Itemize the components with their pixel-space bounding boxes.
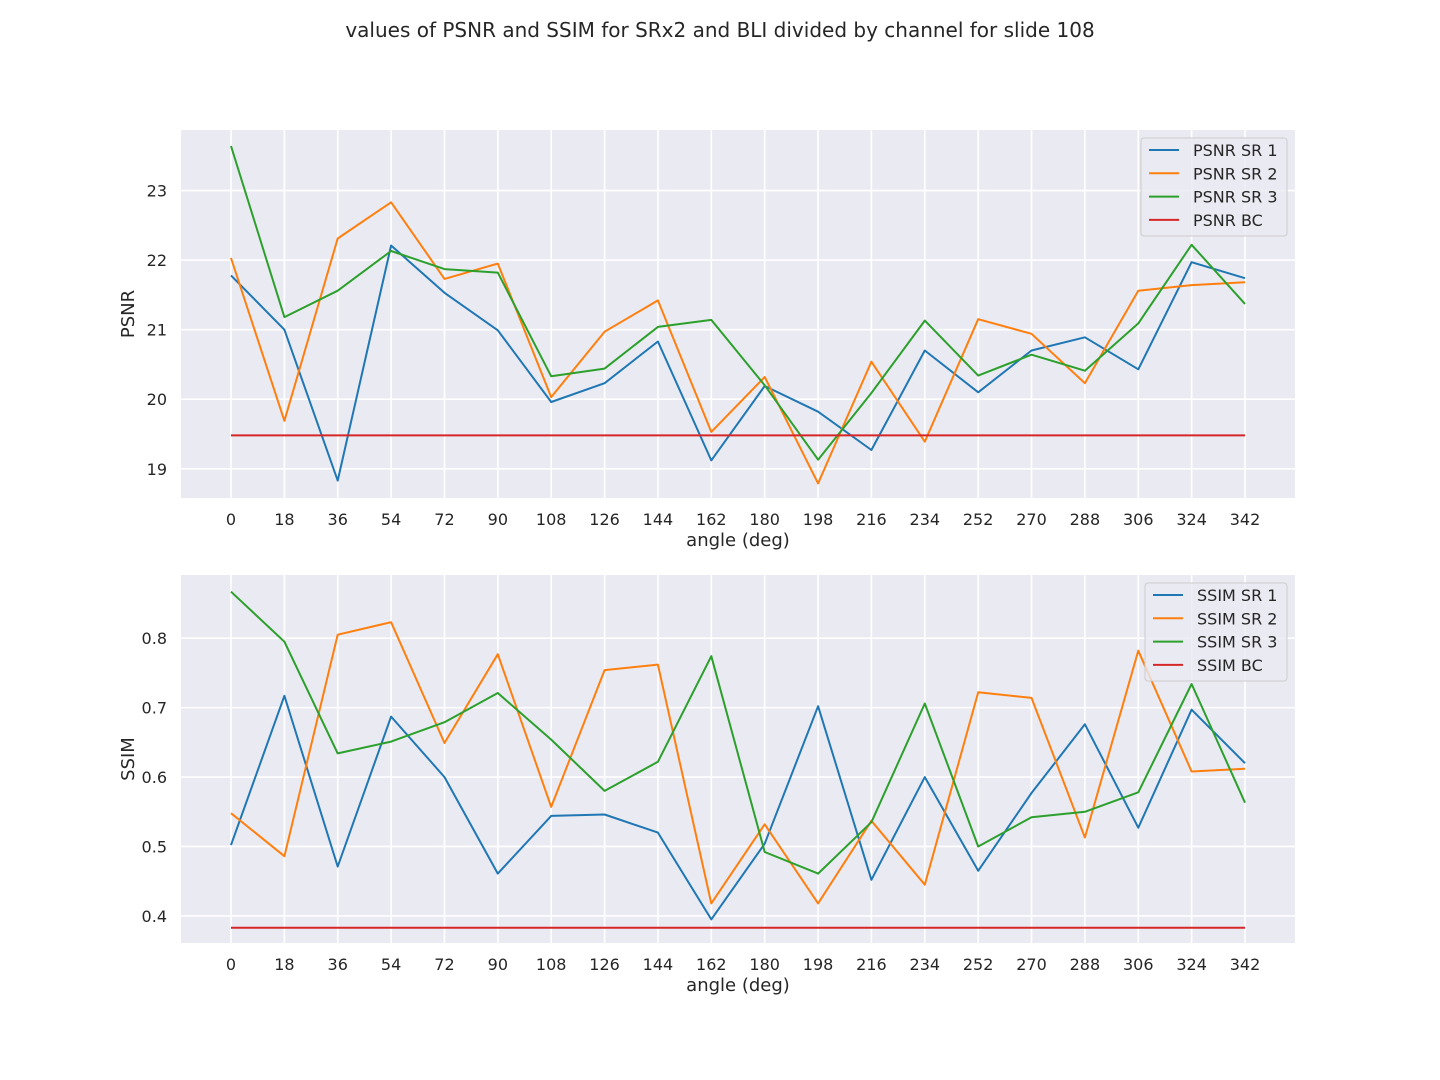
x-tick-label: 144	[643, 955, 674, 974]
y-tick-label: 0.6	[142, 768, 167, 787]
y-axis-label: PSNR	[118, 290, 139, 338]
series-line	[230, 590, 1246, 875]
x-tick-label: 144	[643, 510, 674, 529]
x-tick-label: 324	[1176, 510, 1207, 529]
x-tick-label: 0	[226, 955, 236, 974]
x-tick-label: 162	[696, 955, 727, 974]
y-axis-label: SSIM	[118, 737, 139, 781]
legend-label: PSNR BC	[1193, 211, 1263, 230]
y-tick-label: 19	[147, 460, 167, 479]
x-tick-label: 126	[589, 510, 620, 529]
x-tick-label: 54	[381, 955, 401, 974]
y-tick-label: 23	[147, 182, 167, 201]
x-tick-label: 198	[803, 955, 834, 974]
x-tick-label: 270	[1016, 955, 1047, 974]
legend-box	[1140, 137, 1288, 237]
y-tick-label: 22	[147, 251, 167, 270]
x-tick-label: 180	[749, 510, 780, 529]
plot-area	[181, 575, 1295, 943]
y-tick-label: 20	[147, 390, 167, 409]
y-tick-label: 0.7	[142, 699, 167, 718]
x-tick-label: 90	[488, 510, 508, 529]
x-tick-label: 198	[803, 510, 834, 529]
y-tick-label: 21	[147, 321, 167, 340]
figure-title: values of PSNR and SSIM for SRx2 and BLI…	[345, 18, 1095, 42]
legend-label: PSNR SR 2	[1193, 164, 1278, 183]
chart-panel-1: 0 18 36 54 72 90 108 126 144 162 180 198 216 234 252 27…	[118, 130, 1295, 551]
legend-label: SSIM SR 3	[1197, 633, 1277, 652]
x-tick-label: 288	[1070, 510, 1101, 529]
legend-label: PSNR SR 3	[1193, 188, 1278, 207]
legend-label: SSIM BC	[1197, 656, 1263, 675]
x-tick-label: 342	[1230, 955, 1261, 974]
legend-box	[1144, 582, 1288, 682]
x-tick-label: 0	[226, 510, 236, 529]
x-tick-label: 36	[328, 955, 348, 974]
x-tick-label: 108	[536, 955, 567, 974]
y-tick-label: 0.4	[142, 907, 167, 926]
y-tick-label: 0.5	[142, 837, 167, 856]
legend-label: SSIM SR 2	[1197, 609, 1277, 628]
x-tick-label: 126	[589, 955, 620, 974]
x-tick-label: 90	[488, 955, 508, 974]
x-tick-label: 288	[1070, 955, 1101, 974]
x-tick-label: 36	[328, 510, 348, 529]
x-tick-label: 180	[749, 955, 780, 974]
x-axis-label: angle (deg)	[686, 530, 790, 551]
x-tick-label: 342	[1230, 510, 1261, 529]
x-tick-label: 270	[1016, 510, 1047, 529]
x-tick-label: 306	[1123, 510, 1154, 529]
x-tick-label: 252	[963, 510, 994, 529]
x-axis-label: angle (deg)	[686, 975, 790, 996]
x-tick-label: 324	[1176, 955, 1207, 974]
x-tick-label: 306	[1123, 955, 1154, 974]
y-tick-label: 0.8	[142, 629, 167, 648]
x-tick-label: 72	[434, 510, 454, 529]
x-tick-label: 72	[434, 955, 454, 974]
legend-label: PSNR SR 1	[1193, 141, 1278, 160]
x-tick-label: 54	[381, 510, 401, 529]
chart-panel-2: 0 18 36 54 72 90 108 126 144 162 180 198 216 234 252 27…	[118, 575, 1295, 996]
plot-area	[181, 130, 1295, 498]
legend: PSNR SR 1 PSNR SR 2 PSNR SR 3 PSNR BC	[1140, 137, 1288, 237]
series-line	[230, 201, 1246, 485]
x-tick-label: 216	[856, 510, 887, 529]
x-tick-label: 108	[536, 510, 567, 529]
series-line	[230, 621, 1246, 905]
x-tick-label: 18	[274, 510, 294, 529]
x-tick-label: 234	[910, 955, 941, 974]
x-tick-label: 216	[856, 955, 887, 974]
x-tick-label: 252	[963, 955, 994, 974]
x-tick-label: 18	[274, 955, 294, 974]
series-line	[230, 694, 1246, 921]
x-tick-label: 162	[696, 510, 727, 529]
legend-label: SSIM SR 1	[1197, 586, 1277, 605]
series-line	[230, 145, 1246, 461]
legend: SSIM SR 1 SSIM SR 2 SSIM SR 3 SSIM BC	[1144, 582, 1288, 682]
x-tick-label: 234	[910, 510, 941, 529]
